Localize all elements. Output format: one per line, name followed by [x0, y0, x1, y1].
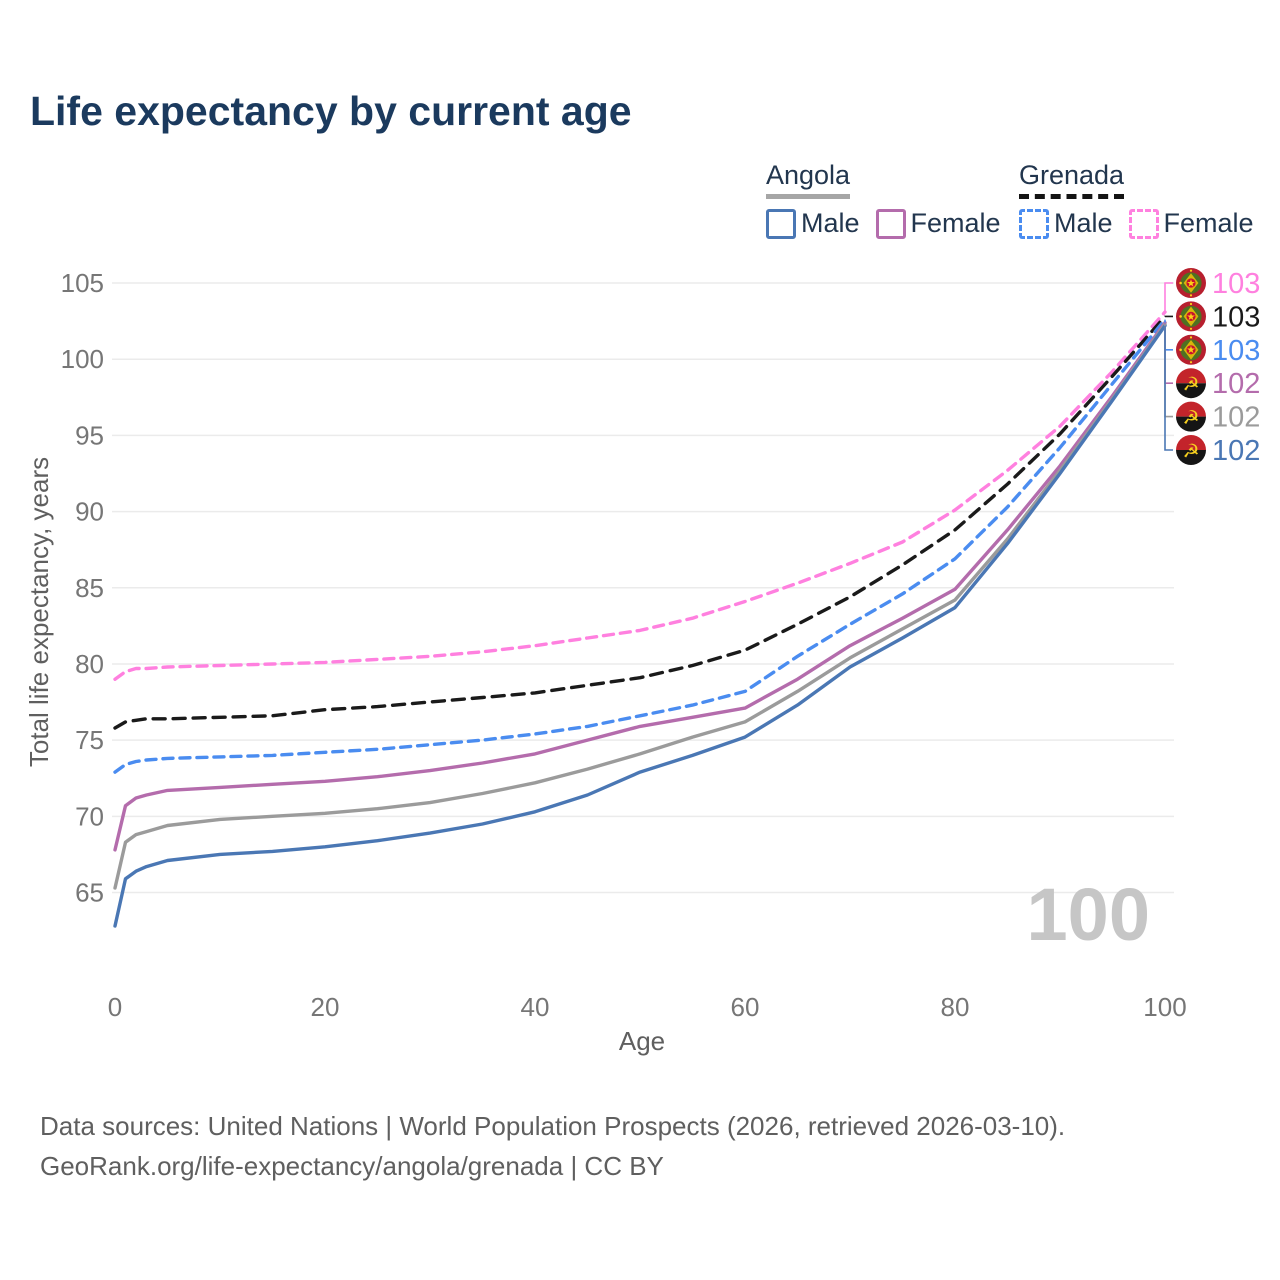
legend-group-angola: Angola Male Female	[766, 160, 1001, 239]
series-line-angola-both-sexes	[113, 322, 1167, 890]
grenada-flag-icon: ★	[1176, 268, 1206, 298]
end-label-value-grenada-female: 103	[1212, 268, 1260, 300]
end-label-value-angola-both-sexes: 102	[1212, 402, 1260, 434]
y-tick-80: 80	[75, 649, 104, 679]
svg-text:★: ★	[1187, 345, 1196, 356]
legend-checkbox-angola-male[interactable]	[766, 208, 796, 239]
legend-checkbox-grenada-female[interactable]	[1128, 208, 1159, 239]
x-tick-40: 40	[521, 992, 550, 1022]
series-line-angola-female	[113, 320, 1167, 852]
angola-flag-icon: ☭	[1176, 368, 1206, 399]
legend-checkbox-grenada-male[interactable]	[1019, 208, 1049, 239]
legend-country-grenada[interactable]: Grenada	[1019, 160, 1125, 199]
end-label-value-grenada-both-sexes: 103	[1212, 301, 1260, 333]
x-axis-label: Age	[619, 1026, 665, 1056]
end-label-value-angola-male: 102	[1212, 435, 1260, 467]
end-label-connector-angola-male	[1164, 325, 1173, 451]
legend-label-angola-male: Male	[801, 208, 860, 238]
end-label-value-grenada-male: 103	[1212, 335, 1260, 367]
end-label-value-angola-female: 102	[1212, 368, 1260, 400]
x-tick-80: 80	[941, 992, 970, 1022]
series-line-grenada-female	[113, 310, 1167, 681]
end-label-connector-angola-female	[1164, 322, 1173, 384]
series-line-angola-male	[113, 324, 1167, 928]
footer-link[interactable]: GeoRank.org/life-expectancy/angola/grena…	[40, 1151, 664, 1181]
footer-attribution: Data sources: United Nations | World Pop…	[40, 1106, 1065, 1186]
end-label-connector-angola-both-sexes	[1164, 324, 1173, 418]
svg-text:★: ★	[1187, 312, 1196, 323]
page-title: Life expectancy by current age	[30, 88, 632, 134]
y-tick-75: 75	[75, 725, 104, 755]
series-line-grenada-male	[113, 317, 1167, 774]
hover-age-watermark: 100	[1027, 873, 1150, 956]
legend-checkbox-angola-female[interactable]	[875, 208, 906, 239]
y-tick-70: 70	[75, 801, 104, 831]
y-tick-100: 100	[61, 344, 104, 374]
series-line-grenada-both-sexes	[113, 314, 1167, 730]
footer-data-sources: Data sources: United Nations | World Pop…	[40, 1111, 1066, 1141]
x-tick-0: 0	[108, 992, 122, 1022]
x-tick-100: 100	[1143, 992, 1186, 1022]
legend-label-angola-female: Female	[910, 208, 1001, 238]
y-tick-95: 95	[75, 420, 104, 450]
y-tick-85: 85	[75, 573, 104, 603]
chart-legend: Angola Male Female Grenada Male Female	[0, 160, 1280, 250]
grenada-flag-icon: ★	[1176, 301, 1206, 332]
end-label-connector-grenada-female	[1164, 282, 1173, 312]
y-tick-90: 90	[75, 497, 104, 527]
svg-text:☭: ☭	[1182, 374, 1199, 396]
angola-flag-icon: ☭	[1176, 401, 1206, 432]
svg-text:★: ★	[1187, 278, 1196, 289]
legend-group-grenada: Grenada Male Female	[1019, 160, 1254, 239]
legend-label-grenada-female: Female	[1163, 208, 1254, 238]
svg-text:☭: ☭	[1182, 441, 1199, 463]
y-axis-label: Total life expectancy, years	[24, 457, 54, 767]
legend-country-angola[interactable]: Angola	[766, 160, 851, 199]
angola-flag-icon: ☭	[1176, 435, 1206, 465]
x-tick-60: 60	[731, 992, 760, 1022]
y-tick-65: 65	[75, 878, 104, 908]
grenada-flag-icon: ★	[1176, 334, 1206, 365]
x-tick-20: 20	[311, 992, 340, 1022]
legend-label-grenada-male: Male	[1054, 208, 1113, 238]
y-tick-105: 105	[61, 268, 104, 298]
svg-text:☭: ☭	[1182, 407, 1199, 429]
